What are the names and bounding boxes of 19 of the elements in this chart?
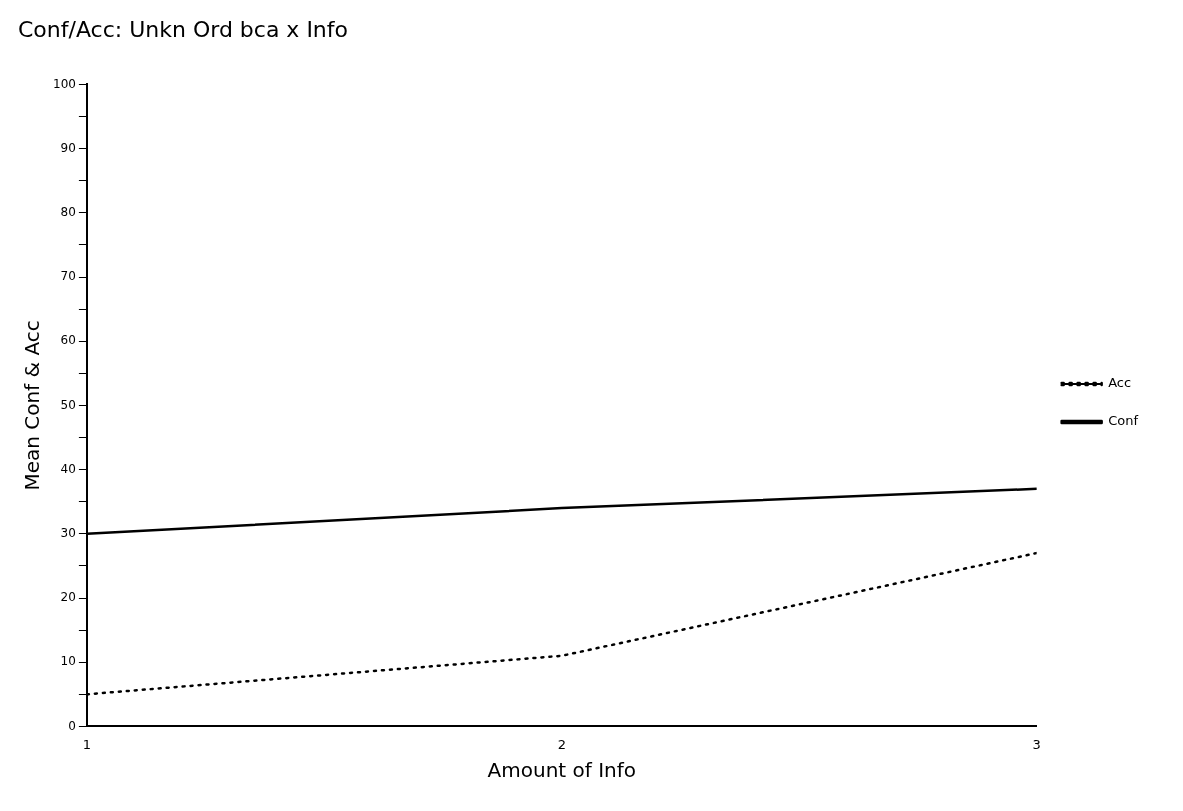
- legend-label: Conf: [1108, 413, 1139, 429]
- y-tick-label: 20: [60, 590, 76, 605]
- legend-label: Acc: [1108, 375, 1132, 391]
- y-axis-title: Mean Conf & Acc: [20, 320, 45, 491]
- y-tick-label: 70: [60, 269, 76, 284]
- y-tick-label: 30: [60, 525, 76, 540]
- y-tick-label: 100: [53, 76, 76, 91]
- y-tick-label: 80: [60, 204, 76, 219]
- y-tick-label: 90: [60, 140, 76, 155]
- y-tick-label: 50: [60, 397, 76, 412]
- y-tick-label: 40: [60, 461, 76, 476]
- x-tick-label: 3: [1032, 736, 1041, 752]
- y-tick-label: 60: [60, 333, 76, 348]
- y-tick-label: 0: [68, 718, 76, 733]
- x-axis-title: Amount of Info: [487, 758, 636, 783]
- y-tick-label: 10: [60, 654, 76, 669]
- x-tick-label: 2: [557, 736, 566, 752]
- chart-title: Conf/Acc: Unkn Ord bca x Info: [18, 16, 349, 42]
- x-tick-label: 1: [82, 736, 92, 752]
